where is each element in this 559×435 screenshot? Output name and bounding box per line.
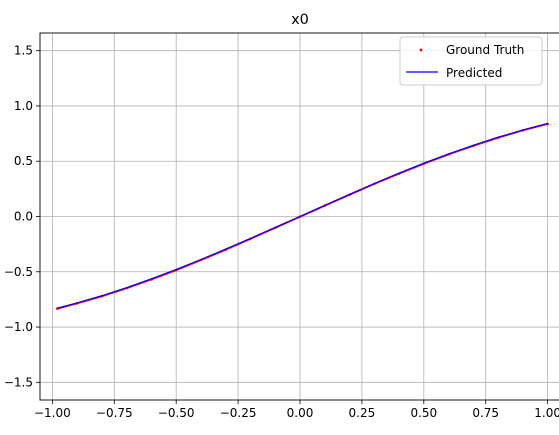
x-tick-label: 0.75 bbox=[472, 406, 499, 420]
x-tick-label: 0.00 bbox=[287, 406, 314, 420]
x-tick-label: −0.25 bbox=[220, 406, 257, 420]
y-tick-label: 0.5 bbox=[14, 154, 33, 168]
legend-ground-truth-marker bbox=[419, 48, 423, 52]
y-axis: −1.5 −1.0 −0.5 0.0 0.5 1.0 1.5 bbox=[4, 44, 40, 389]
x-tick-label: 0.25 bbox=[349, 406, 376, 420]
x-tick-label: 0.50 bbox=[410, 406, 437, 420]
x-tick-label: −0.50 bbox=[158, 406, 195, 420]
grid bbox=[40, 33, 559, 400]
x-tick-label: −0.75 bbox=[96, 406, 133, 420]
x-tick-label: 1.00 bbox=[534, 406, 559, 420]
legend: Ground Truth Predicted bbox=[399, 36, 543, 86]
x-tick-label: −1.00 bbox=[34, 406, 71, 420]
legend-ground-truth-label: Ground Truth bbox=[446, 43, 524, 57]
x-axis: −1.00 −0.75 −0.50 −0.25 0.00 0.25 0.50 0.75 1.00 bbox=[34, 400, 559, 420]
legend-predicted-label: Predicted bbox=[446, 66, 502, 80]
y-tick-label: 1.5 bbox=[14, 44, 33, 58]
y-tick-label: 1.0 bbox=[14, 99, 33, 113]
y-tick-label: 0.0 bbox=[14, 210, 33, 224]
y-tick-label: −1.5 bbox=[4, 375, 33, 389]
predicted-line bbox=[57, 122, 548, 309]
chart-title: x0 bbox=[291, 12, 309, 28]
y-tick-label: −0.5 bbox=[4, 265, 33, 279]
series-predicted bbox=[57, 122, 548, 309]
y-tick-label: −1.0 bbox=[4, 320, 33, 334]
legend-box bbox=[399, 36, 543, 86]
